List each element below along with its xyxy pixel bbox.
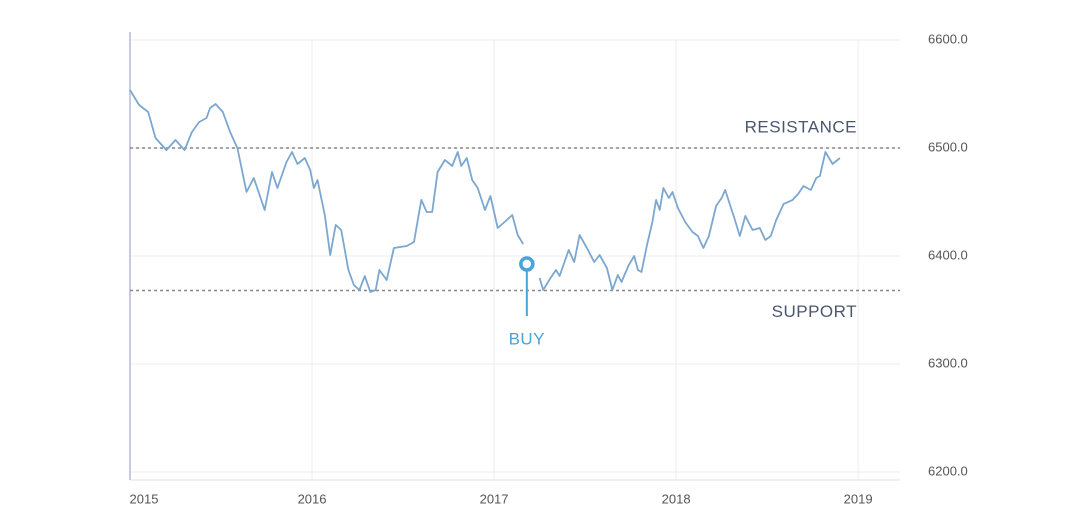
y-tick-label: 6300.0 xyxy=(928,355,968,370)
x-tick-label: 2015 xyxy=(130,491,159,506)
x-tick-label: 2016 xyxy=(298,491,327,506)
resistance-label: RESISTANCE xyxy=(745,117,857,136)
x-tick-label: 2018 xyxy=(662,491,691,506)
buy-marker xyxy=(519,256,535,272)
x-tick-label: 2019 xyxy=(844,491,873,506)
support-label: SUPPORT xyxy=(772,302,857,321)
y-tick-label: 6200.0 xyxy=(928,463,968,478)
y-tick-label: 6400.0 xyxy=(928,247,968,262)
x-tick-label: 2017 xyxy=(480,491,509,506)
buy-label: BUY xyxy=(509,329,545,348)
y-tick-label: 6500.0 xyxy=(928,139,968,154)
y-tick-label: 6600.0 xyxy=(928,31,968,46)
price-line xyxy=(129,89,841,293)
